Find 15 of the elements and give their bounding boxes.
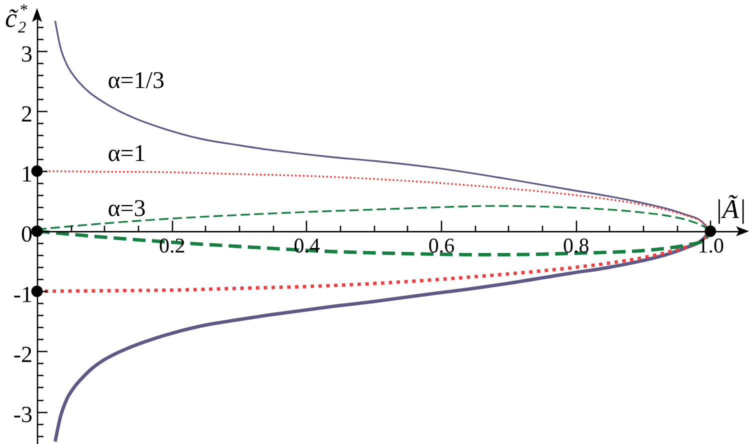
x-tick-label: 0.6 [428,234,455,258]
y-tick-label: 2 [21,101,32,126]
x-axis-title: |Ã| [715,194,746,224]
y-tick-label: -2 [13,342,32,367]
y-tick-label: 1 [21,162,32,187]
y-axis-title: c̃₂$^{*}$ [5,1,28,34]
series-label: α=1/3 [108,68,164,94]
y-tick-label: -1 [13,282,32,307]
x-tick-label: 0.8 [563,234,590,258]
y-tick-label: -3 [13,402,32,428]
y-tick-label: 3 [21,41,32,66]
series-label: α=3 [108,196,146,222]
x-tick-label: 1.0 [698,234,724,258]
y-tick-label: 0 [21,222,32,247]
series-label: α=1 [108,140,146,167]
